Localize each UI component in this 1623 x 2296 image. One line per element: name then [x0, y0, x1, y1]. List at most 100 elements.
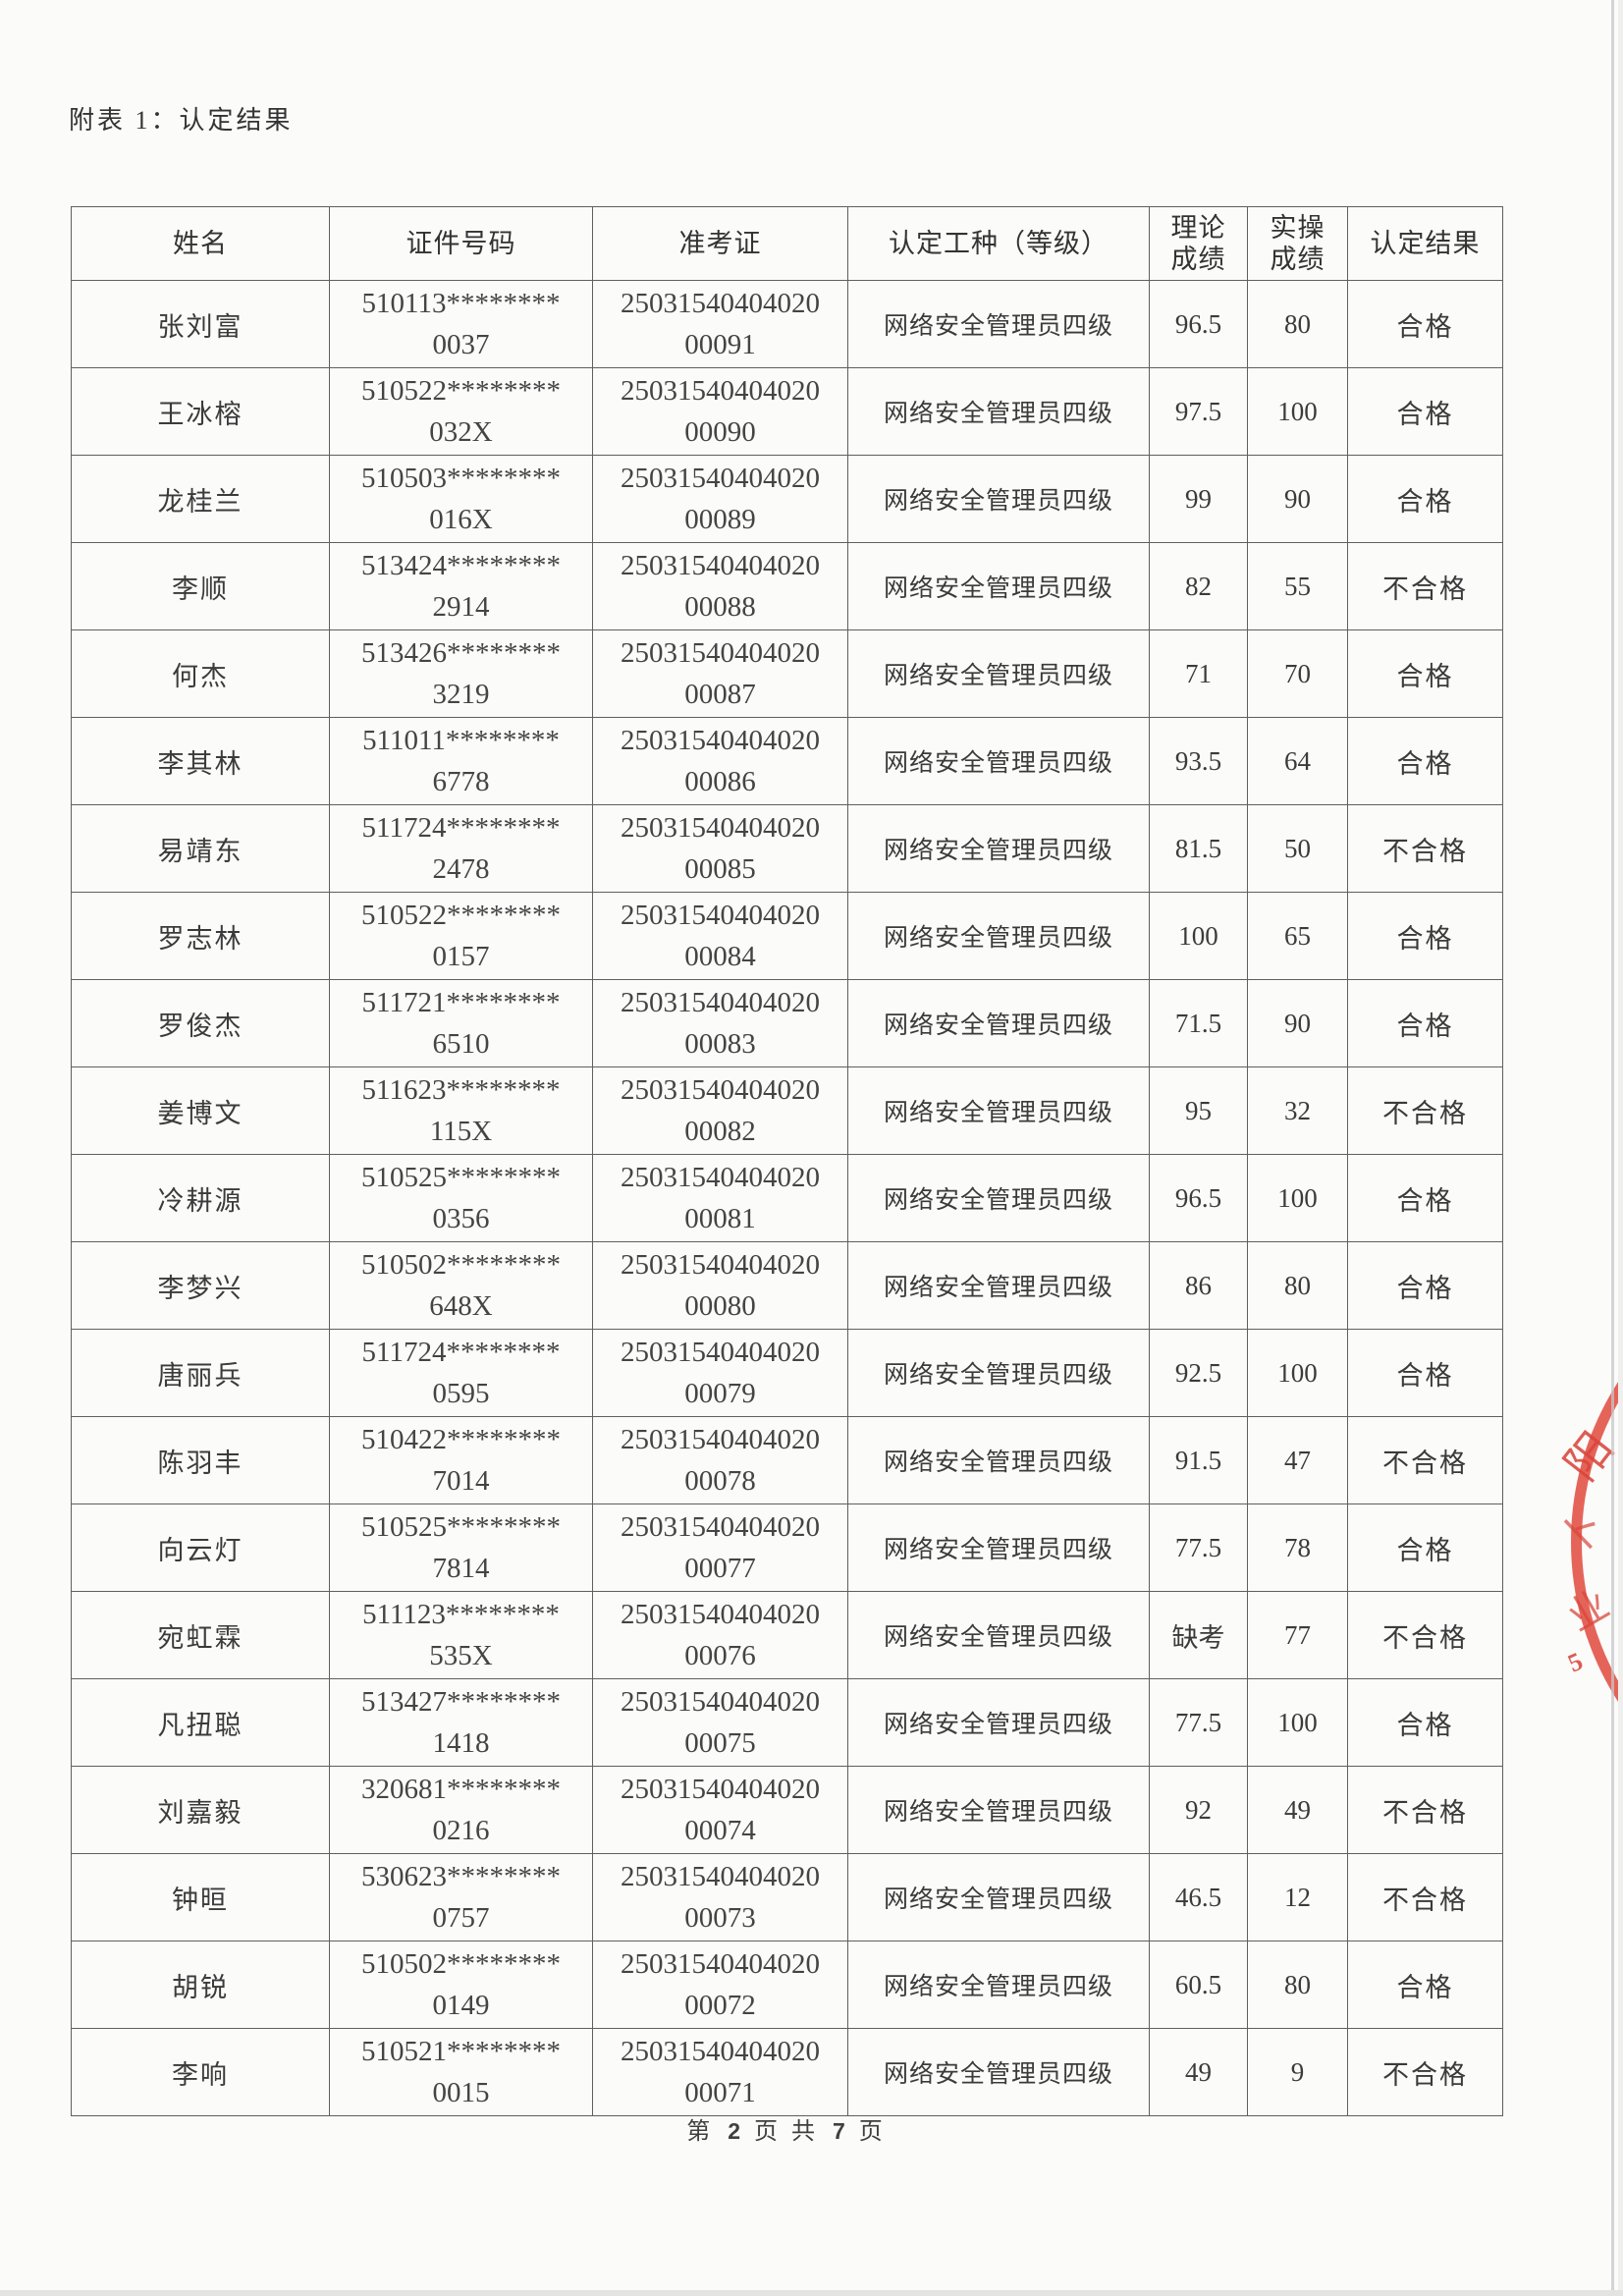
cell-practical-score: 100 — [1247, 1678, 1348, 1767]
cell-exam-ticket-number: 25031540404020 00089 — [592, 455, 848, 543]
cell-occupation: 网络安全管理员四级 — [847, 2028, 1150, 2116]
footer-page-number: 2 — [728, 2118, 740, 2144]
id-tail-part: 6510 — [432, 1028, 490, 1060]
table-row: 张刘富 510113******** 0037 25031540404020 0… — [71, 280, 1503, 368]
cell-result: 合格 — [1347, 1503, 1503, 1592]
cell-name: 龙桂兰 — [71, 455, 330, 543]
id-tail-part: 3219 — [432, 679, 490, 710]
id-masked-part: 511623******** — [361, 1074, 561, 1106]
cell-name: 姜博文 — [71, 1066, 330, 1155]
cell-exam-ticket-number: 25031540404020 00079 — [592, 1329, 848, 1417]
id-tail-part: 6778 — [432, 766, 490, 797]
cell-exam-ticket-number: 25031540404020 00077 — [592, 1503, 848, 1592]
cell-exam-ticket-number: 25031540404020 00082 — [592, 1066, 848, 1155]
exam-number-part1: 25031540404020 — [621, 1074, 820, 1106]
cell-name: 刘嘉毅 — [71, 1766, 330, 1854]
cell-result: 不合格 — [1347, 542, 1503, 630]
cell-exam-ticket-number: 25031540404020 00076 — [592, 1591, 848, 1679]
header-row: 姓名 证件号码 准考证 认定工种（等级） 理论 成绩 实操 成绩 认定结果 — [71, 206, 1503, 281]
cell-id-number: 510502******** 648X — [329, 1241, 593, 1330]
exam-number-part1: 25031540404020 — [621, 1162, 820, 1193]
cell-exam-ticket-number: 25031540404020 00091 — [592, 280, 848, 368]
cell-result: 不合格 — [1347, 1766, 1503, 1854]
cell-occupation: 网络安全管理员四级 — [847, 1241, 1150, 1330]
exam-number-part2: 00088 — [684, 591, 756, 623]
exam-number-part1: 25031540404020 — [621, 2036, 820, 2067]
cell-practical-score: 47 — [1247, 1416, 1348, 1504]
table-row: 易靖东 511724******** 2478 25031540404020 0… — [71, 804, 1503, 893]
cell-practical-score: 32 — [1247, 1066, 1348, 1155]
cell-occupation: 网络安全管理员四级 — [847, 1678, 1150, 1767]
cell-id-number: 511011******** 6778 — [329, 717, 593, 805]
id-masked-part: 511011******** — [362, 725, 560, 756]
table-row: 宛虹霖 511123******** 535X 25031540404020 0… — [71, 1591, 1503, 1679]
exam-number-part2: 00083 — [684, 1028, 756, 1060]
table-row: 李其林 511011******** 6778 25031540404020 0… — [71, 717, 1503, 805]
exam-number-part1: 25031540404020 — [621, 288, 820, 319]
cell-exam-ticket-number: 25031540404020 00071 — [592, 2028, 848, 2116]
cell-occupation: 网络安全管理员四级 — [847, 1154, 1150, 1242]
cell-practical-score: 9 — [1247, 2028, 1348, 2116]
cell-theory-score: 93.5 — [1149, 717, 1248, 805]
exam-number-part1: 25031540404020 — [621, 812, 820, 844]
cell-result: 合格 — [1347, 979, 1503, 1067]
footer-total-pages: 7 — [833, 2118, 845, 2144]
table-row: 罗志林 510522******** 0157 25031540404020 0… — [71, 892, 1503, 980]
exam-number-part1: 25031540404020 — [621, 1249, 820, 1281]
table-row: 李顺 513424******** 2914 25031540404020 00… — [71, 542, 1503, 630]
cell-theory-score: 71 — [1149, 629, 1248, 718]
cell-theory-score: 77.5 — [1149, 1503, 1248, 1592]
cell-theory-score: 96.5 — [1149, 1154, 1248, 1242]
cell-result: 不合格 — [1347, 1066, 1503, 1155]
cell-theory-score: 86 — [1149, 1241, 1248, 1330]
id-tail-part: 016X — [429, 504, 493, 535]
cell-theory-score: 60.5 — [1149, 1941, 1248, 2029]
cell-id-number: 530623******** 0757 — [329, 1853, 593, 1941]
cell-exam-ticket-number: 25031540404020 00078 — [592, 1416, 848, 1504]
cell-practical-score: 78 — [1247, 1503, 1348, 1592]
cell-result: 合格 — [1347, 367, 1503, 456]
table-row: 姜博文 511623******** 115X 25031540404020 0… — [71, 1066, 1503, 1155]
exam-number-part1: 25031540404020 — [621, 900, 820, 931]
cell-occupation: 网络安全管理员四级 — [847, 804, 1150, 893]
cell-practical-score: 100 — [1247, 367, 1348, 456]
cell-practical-score: 80 — [1247, 280, 1348, 368]
exam-number-part1: 25031540404020 — [621, 1774, 820, 1805]
table-row: 李响 510521******** 0015 25031540404020 00… — [71, 2028, 1503, 2116]
id-masked-part: 510525******** — [361, 1162, 561, 1193]
cell-result: 合格 — [1347, 629, 1503, 718]
id-tail-part: 0356 — [432, 1203, 490, 1234]
exam-number-part2: 00077 — [684, 1553, 756, 1584]
id-masked-part: 513426******** — [361, 637, 561, 669]
cell-practical-score: 50 — [1247, 804, 1348, 893]
cell-id-number: 513424******** 2914 — [329, 542, 593, 630]
cell-name: 陈羽丰 — [71, 1416, 330, 1504]
id-tail-part: 7814 — [432, 1553, 490, 1584]
cell-id-number: 511623******** 115X — [329, 1066, 593, 1155]
cell-result: 合格 — [1347, 1678, 1503, 1767]
cell-exam-ticket-number: 25031540404020 00085 — [592, 804, 848, 893]
cell-practical-score: 55 — [1247, 542, 1348, 630]
cell-practical-score: 90 — [1247, 455, 1348, 543]
cell-practical-score: 12 — [1247, 1853, 1348, 1941]
exam-number-part2: 00073 — [684, 1902, 756, 1934]
cell-id-number: 510525******** 7814 — [329, 1503, 593, 1592]
cell-occupation: 网络安全管理员四级 — [847, 1766, 1150, 1854]
cell-result: 合格 — [1347, 1329, 1503, 1417]
cell-theory-score: 97.5 — [1149, 367, 1248, 456]
exam-number-part1: 25031540404020 — [621, 550, 820, 581]
cell-theory-score: 71.5 — [1149, 979, 1248, 1067]
cell-exam-ticket-number: 25031540404020 00073 — [592, 1853, 848, 1941]
id-masked-part: 510522******** — [361, 900, 561, 931]
id-tail-part: 0037 — [432, 329, 490, 360]
cell-result: 合格 — [1347, 280, 1503, 368]
exam-number-part2: 00079 — [684, 1378, 756, 1409]
cell-exam-ticket-number: 25031540404020 00086 — [592, 717, 848, 805]
cell-result: 不合格 — [1347, 804, 1503, 893]
cell-practical-score: 70 — [1247, 629, 1348, 718]
cell-exam-ticket-number: 25031540404020 00083 — [592, 979, 848, 1067]
id-masked-part: 510525******** — [361, 1511, 561, 1543]
id-masked-part: 510521******** — [361, 2036, 561, 2067]
id-tail-part: 2478 — [432, 853, 490, 885]
exam-number-part1: 25031540404020 — [621, 725, 820, 756]
